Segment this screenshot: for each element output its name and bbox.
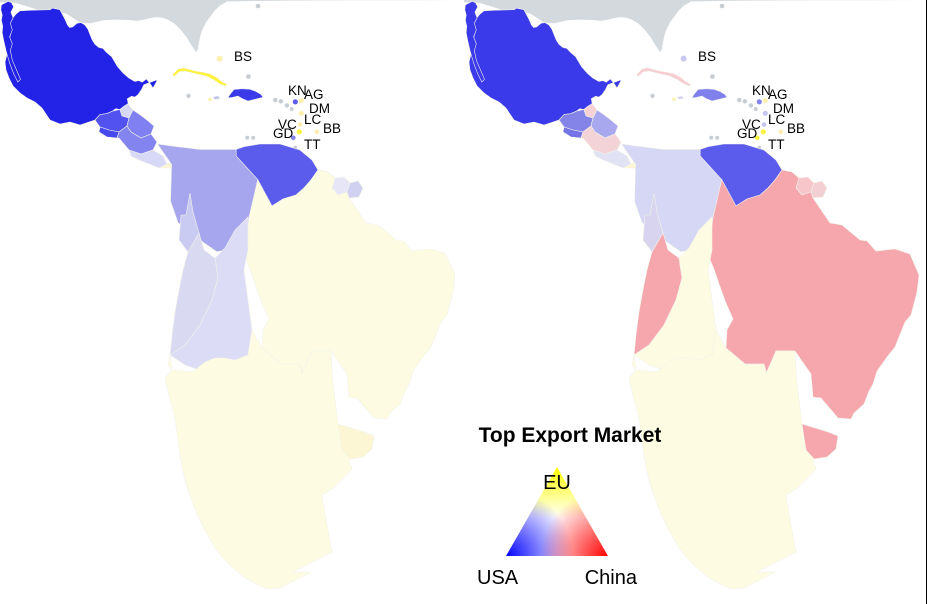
svg-text:China: China xyxy=(585,567,638,589)
svg-text:USA: USA xyxy=(477,567,519,589)
svg-text:EU: EU xyxy=(543,472,571,494)
